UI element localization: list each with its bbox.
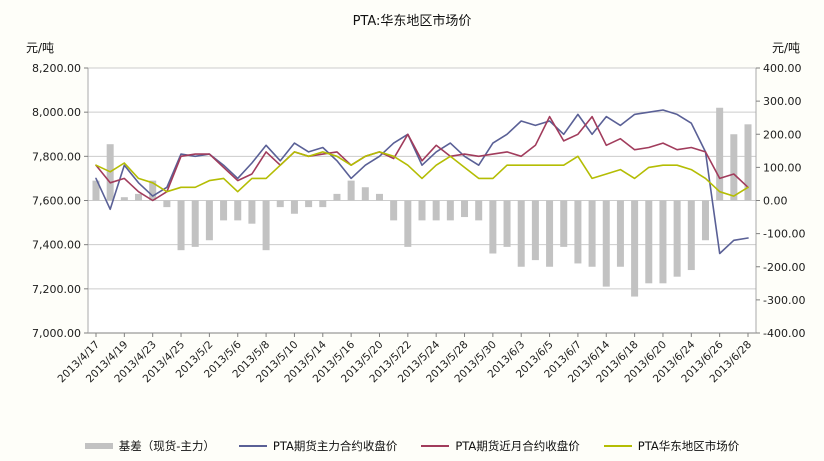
plot-area: 8,200.00 8,000.00 7,800.00 7,600.00 7,400.00… <box>32 62 805 385</box>
y-axis-left-label: 7,600.00 <box>32 195 81 208</box>
legend-label-basis: 基差（现货-主力） <box>118 439 215 453</box>
basis-bar <box>92 180 100 201</box>
legend-item-near-month: PTA期货近月合约收盘价 <box>421 438 580 454</box>
basis-bar <box>730 134 738 201</box>
basis-bar <box>716 107 724 201</box>
basis-bar <box>305 200 313 208</box>
basis-bar <box>701 200 709 241</box>
basis-bar <box>319 200 327 208</box>
basis-bar <box>135 193 143 201</box>
y-axis-left-label: 7,400.00 <box>32 239 81 252</box>
near-month-line-swatch <box>421 445 450 447</box>
legend-item-main-contract: PTA期货主力合约收盘价 <box>238 438 398 454</box>
basis-bar <box>375 193 383 201</box>
y-axis-right-label: 300.00 <box>763 95 802 108</box>
basis-bar <box>546 200 554 267</box>
basis-bar <box>290 200 298 214</box>
basis-bar <box>687 200 695 271</box>
basis-bar <box>177 200 185 251</box>
basis-bar <box>616 200 624 267</box>
right-axis-unit-label: 元/吨 <box>771 41 800 55</box>
basis-bar <box>432 200 440 221</box>
basis-bar <box>262 200 270 251</box>
y-axis-left-label: 8,200.00 <box>32 62 81 75</box>
spot-line-swatch <box>603 445 632 447</box>
basis-bar <box>631 200 639 297</box>
basis-bar <box>588 200 596 267</box>
y-axis-right-label: -100.00 <box>763 228 805 241</box>
basis-bar <box>645 200 653 284</box>
left-axis-unit-label: 元/吨 <box>26 41 55 55</box>
legend: 基差（现货-主力） PTA期货主力合约收盘价 PTA期货近月合约收盘价 PTA华… <box>0 438 824 454</box>
basis-bar <box>517 200 525 267</box>
basis-bar <box>404 200 412 247</box>
basis-bar <box>276 200 284 208</box>
basis-bar <box>744 124 752 201</box>
basis-bar <box>163 200 171 208</box>
basis-bar <box>461 200 469 218</box>
basis-bar <box>248 200 256 224</box>
basis-bar <box>602 200 610 287</box>
basis-bar <box>390 200 398 221</box>
y-axis-left-label: 7,200.00 <box>32 283 81 296</box>
chart-title: PTA:华东地区市场价 <box>352 14 472 29</box>
basis-bar <box>191 200 199 247</box>
basis-bar <box>475 200 483 221</box>
basis-bar <box>531 200 539 261</box>
y-axis-right-label: -400.00 <box>763 327 805 340</box>
basis-bar <box>205 200 213 241</box>
basis-bar <box>120 197 128 201</box>
basis-bar <box>673 200 681 277</box>
y-axis-right-label: 100.00 <box>763 161 802 174</box>
basis-bar <box>234 200 242 221</box>
legend-item-basis: 基差（现货-主力） <box>84 438 215 454</box>
basis-bar-swatch <box>84 443 113 449</box>
legend-item-spot: PTA华东地区市场价 <box>603 438 740 454</box>
basis-bar <box>560 200 568 247</box>
y-axis-right-label: 200.00 <box>763 128 802 141</box>
legend-label-near-month: PTA期货近月合约收盘价 <box>455 439 580 453</box>
basis-bar <box>446 200 454 221</box>
y-axis-right-label: 400.00 <box>763 62 802 75</box>
basis-bar <box>489 200 497 254</box>
main-contract-line-swatch <box>238 445 267 447</box>
y-axis-left-label: 7,000.00 <box>32 327 81 340</box>
basis-bar <box>347 180 355 201</box>
basis-bar <box>220 200 228 221</box>
basis-bar <box>418 200 426 221</box>
legend-label-spot: PTA华东地区市场价 <box>637 439 740 453</box>
y-axis-right-label: -200.00 <box>763 261 805 274</box>
basis-bar <box>574 200 582 264</box>
basis-bar <box>333 193 341 201</box>
y-axis-left-label: 8,000.00 <box>32 106 81 119</box>
spot-price-line <box>95 151 749 197</box>
basis-bar <box>361 187 369 201</box>
y-axis-right-label: 0.00 <box>763 195 788 208</box>
near-month-line <box>95 115 749 202</box>
basis-bar <box>659 200 667 284</box>
y-axis-left-label: 7,800.00 <box>32 150 81 163</box>
basis-bar <box>503 200 511 247</box>
basis-bar <box>149 180 157 201</box>
y-axis-right-label: -300.00 <box>763 294 805 307</box>
legend-label-main-contract: PTA期货主力合约收盘价 <box>272 439 398 453</box>
